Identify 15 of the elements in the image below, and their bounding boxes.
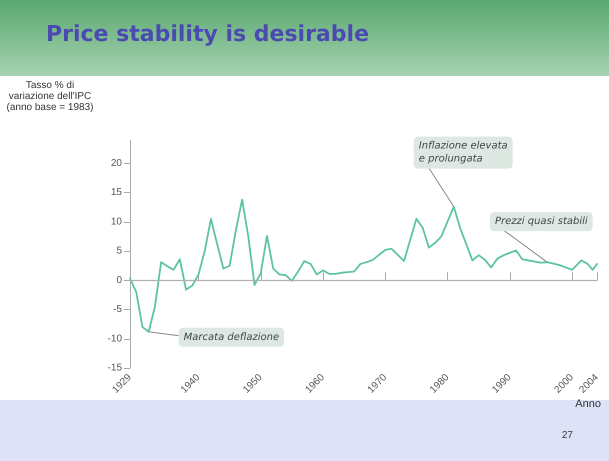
- x-axis-title: Anno: [575, 398, 601, 410]
- text: 27: [562, 430, 573, 441]
- y-tick-label: -5: [113, 304, 122, 316]
- annotation: Prezzi quasi stabili: [495, 216, 588, 228]
- y-tick-label: 20: [110, 158, 122, 169]
- y-tick-label: 15: [110, 187, 122, 198]
- y-axis-title: Tasso % di variazione dell'IPC (anno base = 1983): [5, 80, 94, 113]
- chart-title: Price stability is desirable: [46, 22, 369, 47]
- y-tick-label: -10: [108, 333, 122, 344]
- annotation: Marcata deflazione: [184, 332, 280, 343]
- y-tick-label: -15: [108, 362, 122, 374]
- y-tick-label: 0: [116, 274, 122, 286]
- annotation: Inflazione elevata e prolungata: [418, 140, 508, 165]
- y-tick-label: 10: [110, 216, 122, 228]
- y-tick-label: 5: [116, 246, 122, 257]
